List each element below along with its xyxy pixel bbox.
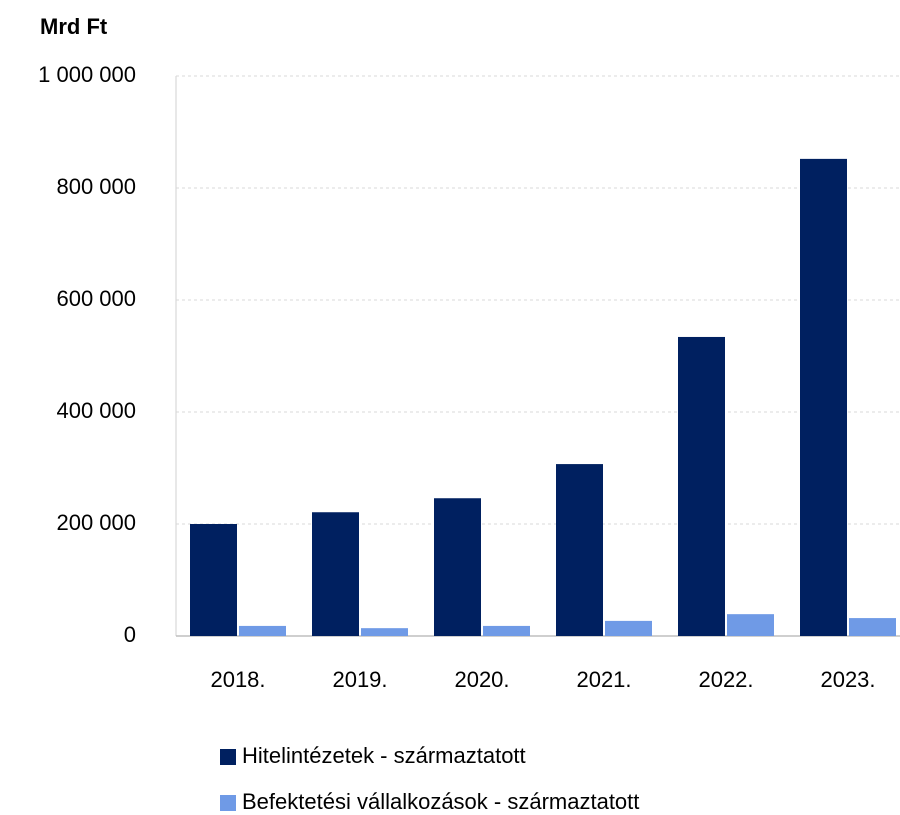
y-tick-label: 1 000 000 (38, 62, 136, 87)
x-tick-label: 2023. (820, 667, 875, 692)
legend-swatch (220, 749, 236, 765)
legend-label: Befektetési vállalkozások - származtatot… (242, 789, 639, 814)
legend-swatch (220, 795, 236, 811)
y-tick-label: 200 000 (56, 510, 136, 535)
y-tick-label: 0 (124, 622, 136, 647)
x-tick-label: 2018. (210, 667, 265, 692)
bar (434, 498, 481, 636)
chart-title: Mrd Ft (40, 14, 108, 39)
x-tick-label: 2019. (332, 667, 387, 692)
bar (556, 464, 603, 636)
bar (849, 618, 896, 636)
bar (361, 628, 408, 636)
y-tick-label: 400 000 (56, 398, 136, 423)
x-tick-label: 2022. (698, 667, 753, 692)
y-tick-label: 600 000 (56, 286, 136, 311)
bar (800, 158, 847, 636)
bar (190, 524, 237, 636)
legend-label: Hitelintézetek - származtatott (242, 743, 526, 768)
bar (483, 625, 530, 636)
y-tick-label: 800 000 (56, 174, 136, 199)
bar (605, 620, 652, 636)
bar (239, 625, 286, 636)
x-tick-label: 2021. (576, 667, 631, 692)
x-tick-label: 2020. (454, 667, 509, 692)
bar (727, 614, 774, 636)
bar (678, 336, 725, 636)
bar (312, 512, 359, 636)
